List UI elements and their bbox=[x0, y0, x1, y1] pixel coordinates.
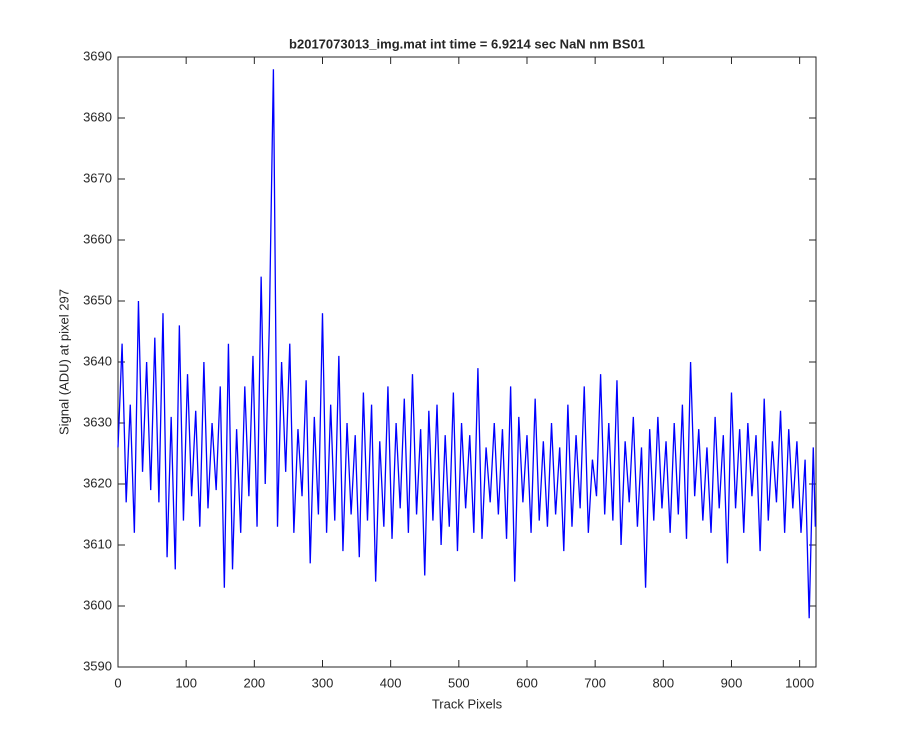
y-tick-label: 3610 bbox=[83, 536, 112, 551]
x-tick-label: 900 bbox=[721, 675, 743, 690]
x-tick-label: 500 bbox=[448, 675, 470, 690]
y-tick-label: 3590 bbox=[83, 658, 112, 673]
x-tick-label: 600 bbox=[516, 675, 538, 690]
y-tick-label: 3650 bbox=[83, 292, 112, 307]
x-tick-label: 0 bbox=[114, 675, 121, 690]
x-tick-label: 700 bbox=[584, 675, 606, 690]
x-tick-label: 100 bbox=[175, 675, 197, 690]
x-tick-label: 400 bbox=[380, 675, 402, 690]
y-tick-label: 3600 bbox=[83, 597, 112, 612]
y-tick-label: 3680 bbox=[83, 109, 112, 124]
y-axis-label: Signal (ADU) at pixel 297 bbox=[56, 289, 71, 435]
y-tick-label: 3690 bbox=[83, 48, 112, 63]
x-tick-label: 800 bbox=[652, 675, 674, 690]
x-tick-label: 200 bbox=[243, 675, 265, 690]
y-tick-label: 3640 bbox=[83, 353, 112, 368]
x-tick-label: 300 bbox=[312, 675, 334, 690]
x-axis-label: Track Pixels bbox=[432, 696, 503, 711]
y-tick-label: 3660 bbox=[83, 231, 112, 246]
data-line bbox=[117, 69, 816, 619]
x-tick-label: 1000 bbox=[785, 675, 814, 690]
plot-area bbox=[117, 56, 817, 668]
chart-title: b2017073013_img.mat int time = 6.9214 se… bbox=[289, 36, 645, 51]
y-tick-label: 3620 bbox=[83, 475, 112, 490]
y-tick-label: 3670 bbox=[83, 170, 112, 185]
y-tick-label: 3630 bbox=[83, 414, 112, 429]
